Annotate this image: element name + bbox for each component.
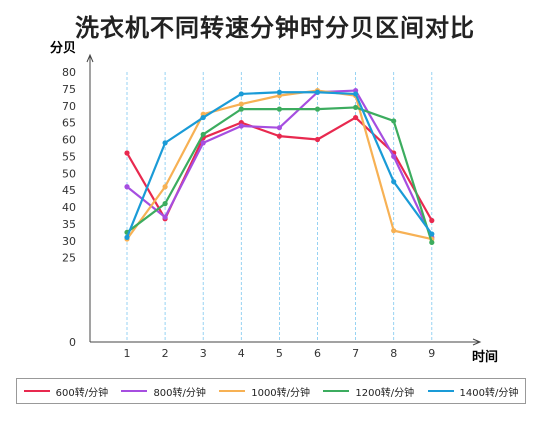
- x-tick-label: 5: [276, 347, 283, 360]
- y-tick-label: 35: [62, 218, 76, 231]
- series-layer: [124, 87, 435, 246]
- data-point: [238, 101, 244, 107]
- y-tick-label: 70: [62, 100, 76, 113]
- data-point: [314, 89, 321, 95]
- data-point: [391, 228, 397, 234]
- legend-label: 1200转/分钟: [355, 387, 415, 399]
- data-point: [124, 234, 130, 240]
- data-point: [391, 118, 397, 124]
- y-axis-arrow: [86, 53, 94, 63]
- y-tick-label: 40: [62, 201, 76, 214]
- legend-label: 1000转/分钟: [251, 387, 311, 399]
- data-point: [314, 106, 321, 112]
- data-point: [429, 239, 435, 246]
- data-point: [276, 133, 282, 139]
- y-tick-label: 60: [62, 134, 76, 147]
- data-point: [429, 231, 435, 237]
- data-point: [124, 184, 130, 190]
- x-tick-label: 2: [162, 347, 169, 360]
- x-tick-label: 6: [314, 347, 321, 360]
- x-tick-label: 3: [200, 347, 207, 360]
- x-tick-label: 7: [352, 347, 359, 360]
- x-axis-label: 时间: [472, 349, 498, 365]
- y-tick-label: 55: [62, 150, 76, 163]
- data-point: [238, 123, 244, 129]
- data-point: [353, 104, 359, 111]
- x-tick-label: 9: [428, 347, 435, 360]
- data-point: [162, 201, 168, 207]
- data-point: [200, 140, 206, 146]
- data-point: [276, 106, 282, 112]
- legend-swatch: [23, 390, 50, 392]
- legend-label: 1400转/分钟: [459, 387, 519, 399]
- data-point: [429, 217, 435, 224]
- legend-label: 800转/分钟: [153, 387, 206, 399]
- data-point: [276, 125, 282, 131]
- x-tick-label: 8: [390, 347, 397, 360]
- data-point: [353, 114, 359, 121]
- data-point: [391, 153, 397, 159]
- data-point: [124, 150, 130, 156]
- legend-swatch: [427, 390, 454, 392]
- x-tick-label: 1: [124, 347, 131, 360]
- y-tick-label: 45: [62, 184, 76, 197]
- y-axis-label: 分贝: [50, 40, 76, 56]
- data-point: [200, 114, 206, 121]
- chart-title: 洗衣机不同转速分钟时分贝区间对比: [75, 14, 475, 42]
- legend-swatch: [323, 390, 350, 392]
- data-point: [314, 136, 321, 143]
- legend-item: 800转/分钟: [121, 384, 206, 399]
- legend-item: 1400转/分钟: [427, 384, 519, 399]
- data-point: [238, 91, 244, 97]
- legend-label: 600转/分钟: [55, 387, 109, 399]
- data-point: [276, 89, 282, 95]
- y-tick-label: 80: [62, 66, 76, 79]
- legend-item: 1000转/分钟: [219, 384, 310, 399]
- legend-item: 600转/分钟: [23, 384, 109, 399]
- data-point: [391, 179, 397, 185]
- data-point: [162, 214, 168, 220]
- data-point: [238, 106, 244, 112]
- x-axis-arrow: [472, 338, 482, 346]
- data-point: [162, 184, 168, 190]
- y-tick-label: 30: [62, 235, 76, 248]
- legend: 600转/分钟 800转/分钟 1000转/分钟 1200转/分钟 1400转/分钟: [16, 378, 526, 404]
- legend-swatch: [121, 390, 148, 392]
- y-tick-label: 75: [62, 83, 76, 96]
- legend-item: 1200转/分钟: [323, 384, 414, 399]
- data-point: [162, 140, 168, 146]
- y-tick-label: 25: [62, 252, 76, 265]
- y-tick-label: 50: [62, 167, 76, 180]
- legend-swatch: [219, 390, 246, 392]
- data-point: [353, 91, 359, 97]
- x-tick-label: 4: [238, 347, 245, 360]
- y-tick-label: 0: [69, 336, 76, 349]
- data-point: [200, 131, 206, 138]
- y-tick-label: 65: [62, 117, 76, 130]
